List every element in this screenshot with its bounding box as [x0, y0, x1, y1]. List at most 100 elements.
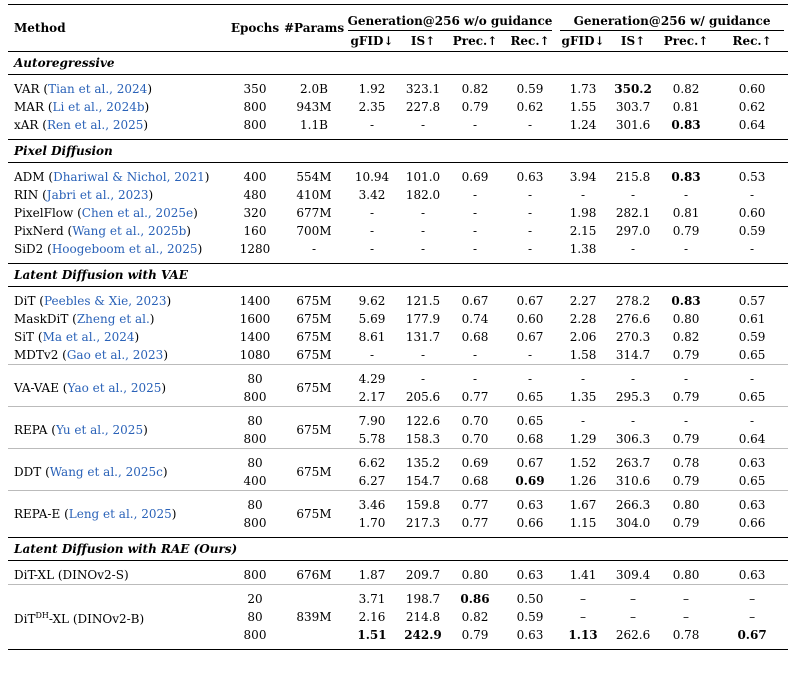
metric-cell-w: 306.3 [615, 432, 651, 446]
header-is: IS↑ [410, 34, 436, 48]
citation-link: Wang et al., 2025c [49, 465, 163, 479]
metric-cell-w: 303.7 [615, 100, 651, 114]
metric-cell-w: 0.66 [738, 516, 766, 530]
metric-cell-wo: - [472, 206, 478, 220]
metric-cell-wo: - [369, 242, 375, 256]
metric-cell-w: 0.79 [672, 348, 700, 362]
section-title: Pixel Diffusion [8, 139, 789, 163]
metric-cell-wo: 0.67 [461, 294, 489, 308]
group-separator [8, 584, 789, 590]
metric-cell-w: - [684, 188, 689, 202]
metric-cell-wo: 0.70 [461, 414, 489, 428]
metric-cell-wo: - [472, 348, 478, 362]
metric-cell-w: 1.24 [569, 118, 597, 132]
metric-cell-w: 0.62 [738, 100, 766, 114]
metric-cell-wo: - [420, 242, 426, 256]
metric-cell-wo: - [472, 372, 478, 386]
metric-cell-w: - [581, 372, 586, 386]
metric-cell-w: 1.98 [569, 206, 597, 220]
method-name: DiT-XL (DINOv2-S) [14, 568, 129, 582]
table-row: DiTDH-XL (DINOv2-B) 20 839M 3.71 198.7 0.86 0.… [8, 590, 788, 626]
header-prec: Prec.↑ [663, 34, 709, 48]
epochs-cell: 1080 [239, 348, 271, 362]
method-cell: REPA (Yu et al., 2025) [14, 423, 148, 437]
metric-cell-w: 262.6 [615, 628, 651, 642]
epochs-cell: 1400 [239, 294, 271, 308]
metric-cell-wo: 8.61 [358, 330, 386, 344]
metric-cell-w: – [580, 592, 587, 606]
metric-cell-w: 1.38 [569, 242, 597, 256]
metric-cell-wo: 209.7 [405, 568, 441, 582]
metric-cell-w: 0.53 [738, 170, 766, 184]
epochs-cell: 80 [247, 456, 263, 470]
metric-cell-w: 301.6 [615, 118, 651, 132]
method-cell: PixNerd (Wang et al., 2025b) [14, 224, 191, 238]
header-rec: Rec.↑ [510, 34, 550, 48]
params-cell: 675M [296, 423, 332, 437]
metric-cell-wo: 177.9 [405, 312, 441, 326]
metric-cell-wo: 0.50 [516, 592, 544, 606]
method-cell: DiT-XL (DINOv2-S) [8, 566, 226, 585]
params-cell: 675M [296, 330, 332, 344]
params-cell: 410M [296, 188, 332, 202]
metric-cell-w: 1.41 [569, 568, 597, 582]
metric-cell-w: 0.63 [738, 568, 766, 582]
method-cell: PixelFlow (Chen et al., 2025e) [14, 206, 198, 220]
epochs-cell: 320 [243, 206, 267, 220]
metric-cell-w: 0.59 [738, 330, 766, 344]
metric-cell-wo: 0.82 [461, 610, 489, 624]
table-row: 800 2.17 205.6 0.77 0.65 1.35 295.3 0.79 0.65 [8, 388, 788, 407]
method-name: DDT [14, 465, 42, 479]
header-prec: Prec.↑ [452, 34, 498, 48]
metric-cell-wo: 3.42 [358, 188, 386, 202]
epochs-cell: 800 [243, 100, 267, 114]
metric-cell-wo: - [527, 348, 533, 362]
method-superscript: DH [35, 610, 49, 620]
epochs-cell: 1400 [239, 330, 271, 344]
epochs-cell: 80 [247, 372, 263, 386]
metric-cell-w: 0.83 [671, 118, 701, 132]
citation-link: Li et al., 2024b [52, 100, 145, 114]
metric-cell-wo: 10.94 [354, 170, 390, 184]
group-separator [8, 364, 789, 370]
metric-cell-wo: - [369, 224, 375, 238]
table-row: SiD2 (Hoogeboom et al., 2025) 1280 - - - - - 1.… [8, 240, 788, 258]
metric-cell-w: - [631, 414, 636, 428]
epochs-cell: 400 [243, 474, 267, 488]
method-cell: MaskDiT (Zheng et al.) [14, 312, 155, 326]
metric-cell-w: - [750, 414, 755, 428]
metric-cell-w: – [630, 610, 637, 624]
metric-cell-w: 0.79 [672, 516, 700, 530]
method-name: DiT [14, 294, 36, 308]
metric-cell-wo: 0.63 [516, 568, 544, 582]
metric-cell-wo: 101.0 [405, 170, 441, 184]
metric-cell-wo: 131.7 [405, 330, 441, 344]
metric-cell-wo: - [472, 224, 478, 238]
group-separator [8, 490, 789, 496]
metric-cell-wo: - [420, 224, 426, 238]
header-epochs: Epochs [226, 4, 284, 51]
metric-cell-w: 0.79 [672, 474, 700, 488]
citation-link: Ren et al., 2025 [46, 118, 144, 132]
method-name: PixNerd [14, 224, 64, 238]
metric-cell-w: - [750, 188, 755, 202]
method-name: SiT [14, 330, 35, 344]
table-row: DiT-XL (DINOv2-S) 800 676M 1.87 209.7 0.80 0.6… [8, 566, 788, 585]
metric-cell-w: - [631, 372, 636, 386]
metric-cell-wo: 0.65 [516, 414, 544, 428]
results-table: Method Epochs #Params Generation@256 w/o… [8, 4, 789, 650]
metric-cell-w: 263.7 [615, 456, 651, 470]
metric-cell-wo: 0.67 [516, 294, 544, 308]
metric-cell-w: 0.63 [738, 456, 766, 470]
method-cell: VAR (Tian et al., 2024) [14, 82, 153, 96]
metric-cell-w: 0.67 [737, 628, 767, 642]
metric-cell-wo: 1.70 [358, 516, 386, 530]
metric-cell-wo: - [527, 206, 533, 220]
metric-cell-w: 0.65 [738, 348, 766, 362]
citation-link: Zheng et al. [76, 312, 150, 326]
metric-cell-wo: 323.1 [405, 82, 441, 96]
method-cell: ADM (Dhariwal & Nichol, 2021) [14, 170, 210, 184]
metric-cell-w: 0.79 [672, 390, 700, 404]
params-cell: 677M [296, 206, 332, 220]
metric-cell-wo: 0.66 [516, 516, 544, 530]
